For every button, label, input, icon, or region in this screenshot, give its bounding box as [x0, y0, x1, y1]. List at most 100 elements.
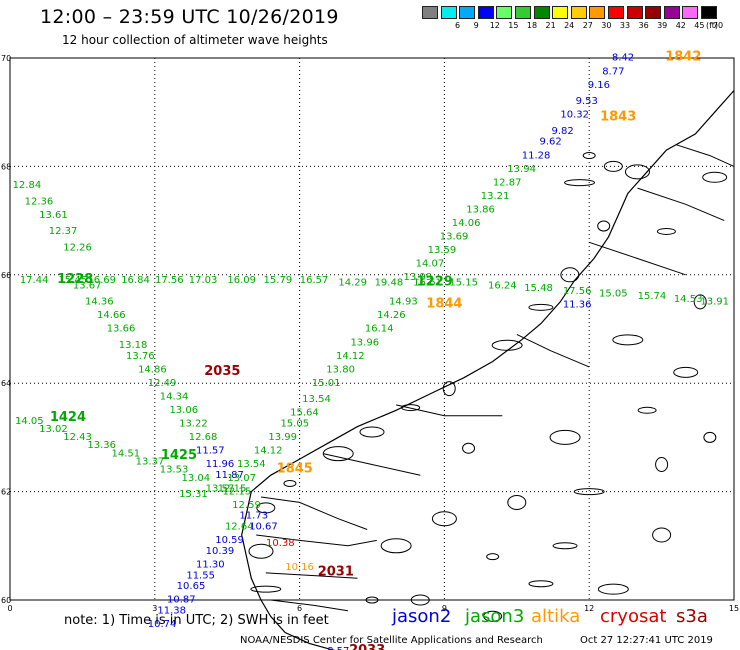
- lon-tick-label: 12: [584, 604, 594, 613]
- swh-reading: 13.66: [107, 324, 136, 335]
- lat-tick-label: 70: [1, 54, 11, 63]
- island-outline: [564, 179, 596, 187]
- swh-reading: 11.55: [186, 570, 215, 581]
- colorbar-label: 39: [657, 21, 668, 30]
- colorbar-label: 70: [712, 21, 724, 30]
- island-outline: [549, 429, 581, 445]
- colorbar-label: 12: [489, 21, 500, 30]
- island-outline: [528, 580, 554, 588]
- colorbar-swatch: [422, 6, 438, 19]
- swh-reading: 8.57: [327, 646, 349, 650]
- track-id-label: 1843: [600, 109, 636, 124]
- map-frame: [9, 57, 735, 601]
- track-id-label: 1844: [426, 296, 462, 311]
- swh-reading: 9.82: [552, 126, 574, 137]
- island-outline: [702, 171, 728, 183]
- lon-tick-label: 3: [152, 604, 157, 613]
- swh-reading: 10.74: [148, 619, 177, 630]
- swh-reading: 13.06: [169, 405, 198, 416]
- island-outline: [431, 511, 457, 527]
- swh-reading: 10.67: [249, 522, 278, 533]
- island-outline: [483, 610, 503, 622]
- island-outline: [673, 366, 699, 378]
- swh-reading: 15.64: [290, 408, 319, 419]
- colorbar-swatch: [589, 6, 606, 19]
- island-outline: [655, 457, 669, 472]
- swh-reading: 12.15: [223, 486, 252, 497]
- legend-jason2: jason2: [392, 606, 452, 627]
- swh-reading: 12.59: [232, 500, 261, 511]
- swh-reading: 15.05: [599, 288, 628, 299]
- colorbar-swatch: [440, 6, 457, 19]
- colorbar-swatch: [663, 6, 680, 19]
- swh-reading: 14.34: [160, 391, 189, 402]
- lat-tick-label: 68: [1, 162, 11, 171]
- track-id-label: 1229: [417, 275, 453, 290]
- colorbar-swatch: [570, 6, 587, 19]
- island-outline: [652, 527, 672, 543]
- track-id-label: 2035: [204, 364, 240, 379]
- swh-reading: 13.07: [227, 473, 256, 484]
- swh-reading: 13.99: [268, 432, 297, 443]
- colorbar-unit: (ft): [706, 21, 719, 30]
- swh-reading: 14.53: [674, 294, 703, 305]
- swh-reading: 13.91: [700, 297, 729, 308]
- swh-reading: 14.66: [97, 310, 126, 321]
- lon-tick-label: 15: [729, 604, 739, 613]
- generated-timestamp: Oct 27 12:27:41 UTC 2019: [580, 635, 713, 646]
- fjord-line: [270, 599, 348, 612]
- swh-reading: 13.37: [136, 457, 165, 468]
- swh-reading: 12.15: [218, 484, 247, 495]
- fjord-line: [256, 534, 377, 547]
- island-outline: [528, 303, 554, 311]
- track-id-label: 1228: [57, 272, 93, 287]
- swh-reading: 13.99: [404, 272, 433, 283]
- swh-reading: 15.31: [179, 489, 208, 500]
- island-outline: [507, 494, 527, 510]
- colorbar-label: 42: [675, 21, 686, 30]
- colorbar-label: 45: [694, 21, 705, 30]
- swh-reading: 14.06: [452, 218, 481, 229]
- swh-reading: 16.61: [413, 278, 442, 289]
- track-id-label: 1424: [50, 410, 86, 425]
- swh-reading: 14.26: [377, 310, 406, 321]
- fjord-line: [265, 572, 358, 579]
- island-outline: [597, 583, 629, 595]
- colorbar-swatch: [626, 6, 643, 19]
- swh-reading: 12.49: [148, 378, 177, 389]
- footer-note: note: 1) Time is in UTC; 2) SWH is in fe…: [64, 613, 329, 628]
- swh-reading: 12.36: [25, 196, 54, 207]
- swh-reading: 10.87: [167, 595, 196, 606]
- swh-reading: 13.94: [507, 164, 536, 175]
- legend-jason3: jason3: [465, 606, 525, 627]
- swh-reading: 14.07: [416, 259, 445, 270]
- swh-reading: 13.18: [119, 340, 148, 351]
- colorbar-swatch: [645, 6, 662, 19]
- swh-reading: 13.57: [206, 484, 235, 495]
- island-outline: [256, 502, 276, 514]
- swh-reading: 12.37: [49, 226, 78, 237]
- colorbar-swatch: [608, 6, 624, 19]
- swh-reading: 15.05: [280, 419, 309, 430]
- swh-reading: 15.74: [638, 291, 667, 302]
- map-subtitle: 12 hour collection of altimeter wave hei…: [62, 33, 328, 47]
- island-outline: [597, 220, 611, 232]
- track-id-label: 2031: [318, 565, 354, 580]
- credit-line: NOAA/NESDIS Center for Satellite Applica…: [240, 635, 543, 646]
- map-title: 12:00 – 23:59 UTC 10/26/2019: [40, 6, 339, 28]
- swh-readings: 8.428.779.169.5310.329.829.6211.2813.941…: [13, 53, 729, 650]
- track-id-labels: 1842 1843 1844 1845 1228 1229 2035 1424 1425 2031…: [50, 50, 702, 650]
- track-id-label: 1425: [161, 448, 197, 463]
- island-outline: [322, 446, 354, 462]
- swh-reading: 15.45: [58, 275, 87, 286]
- swh-reading: 14.29: [338, 278, 367, 289]
- island-outline: [442, 381, 456, 397]
- island-outline: [612, 334, 644, 346]
- swh-reading: 13.67: [73, 280, 102, 291]
- swh-reading: 14.36: [85, 297, 114, 308]
- swh-reading: 11.57: [196, 446, 225, 457]
- colorbar-swatch: [477, 6, 494, 19]
- colorbar-swatch: [682, 6, 699, 19]
- swh-reading: 16.69: [87, 275, 116, 286]
- colorbar-label: 15: [508, 21, 519, 30]
